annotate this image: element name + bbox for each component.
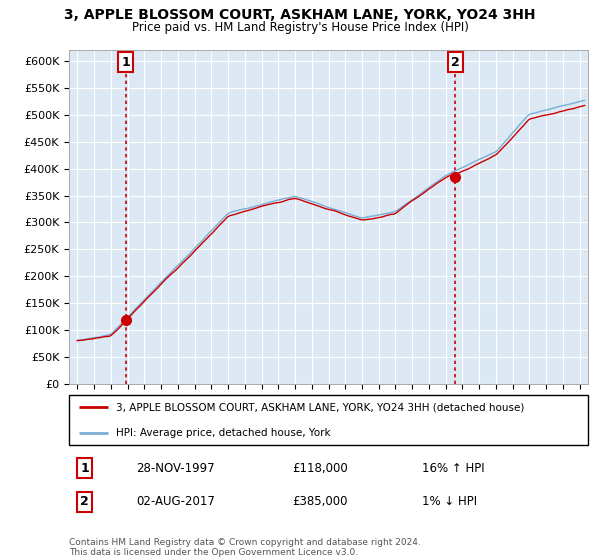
- Text: 16% ↑ HPI: 16% ↑ HPI: [422, 461, 485, 475]
- Text: 02-AUG-2017: 02-AUG-2017: [136, 495, 215, 508]
- Text: £385,000: £385,000: [292, 495, 347, 508]
- Text: £118,000: £118,000: [292, 461, 348, 475]
- Text: HPI: Average price, detached house, York: HPI: Average price, detached house, York: [116, 428, 331, 437]
- Text: 1: 1: [80, 461, 89, 475]
- Text: Price paid vs. HM Land Registry's House Price Index (HPI): Price paid vs. HM Land Registry's House …: [131, 21, 469, 34]
- Text: 2: 2: [80, 495, 89, 508]
- Text: 3, APPLE BLOSSOM COURT, ASKHAM LANE, YORK, YO24 3HH (detached house): 3, APPLE BLOSSOM COURT, ASKHAM LANE, YOR…: [116, 403, 524, 412]
- FancyBboxPatch shape: [69, 395, 588, 445]
- Text: 1: 1: [122, 55, 130, 68]
- Text: This data is licensed under the Open Government Licence v3.0.: This data is licensed under the Open Gov…: [69, 548, 358, 557]
- Text: Contains HM Land Registry data © Crown copyright and database right 2024.: Contains HM Land Registry data © Crown c…: [69, 538, 421, 547]
- Text: 28-NOV-1997: 28-NOV-1997: [136, 461, 215, 475]
- Text: 3, APPLE BLOSSOM COURT, ASKHAM LANE, YORK, YO24 3HH: 3, APPLE BLOSSOM COURT, ASKHAM LANE, YOR…: [64, 8, 536, 22]
- Text: 2: 2: [451, 55, 460, 68]
- Text: 1% ↓ HPI: 1% ↓ HPI: [422, 495, 477, 508]
